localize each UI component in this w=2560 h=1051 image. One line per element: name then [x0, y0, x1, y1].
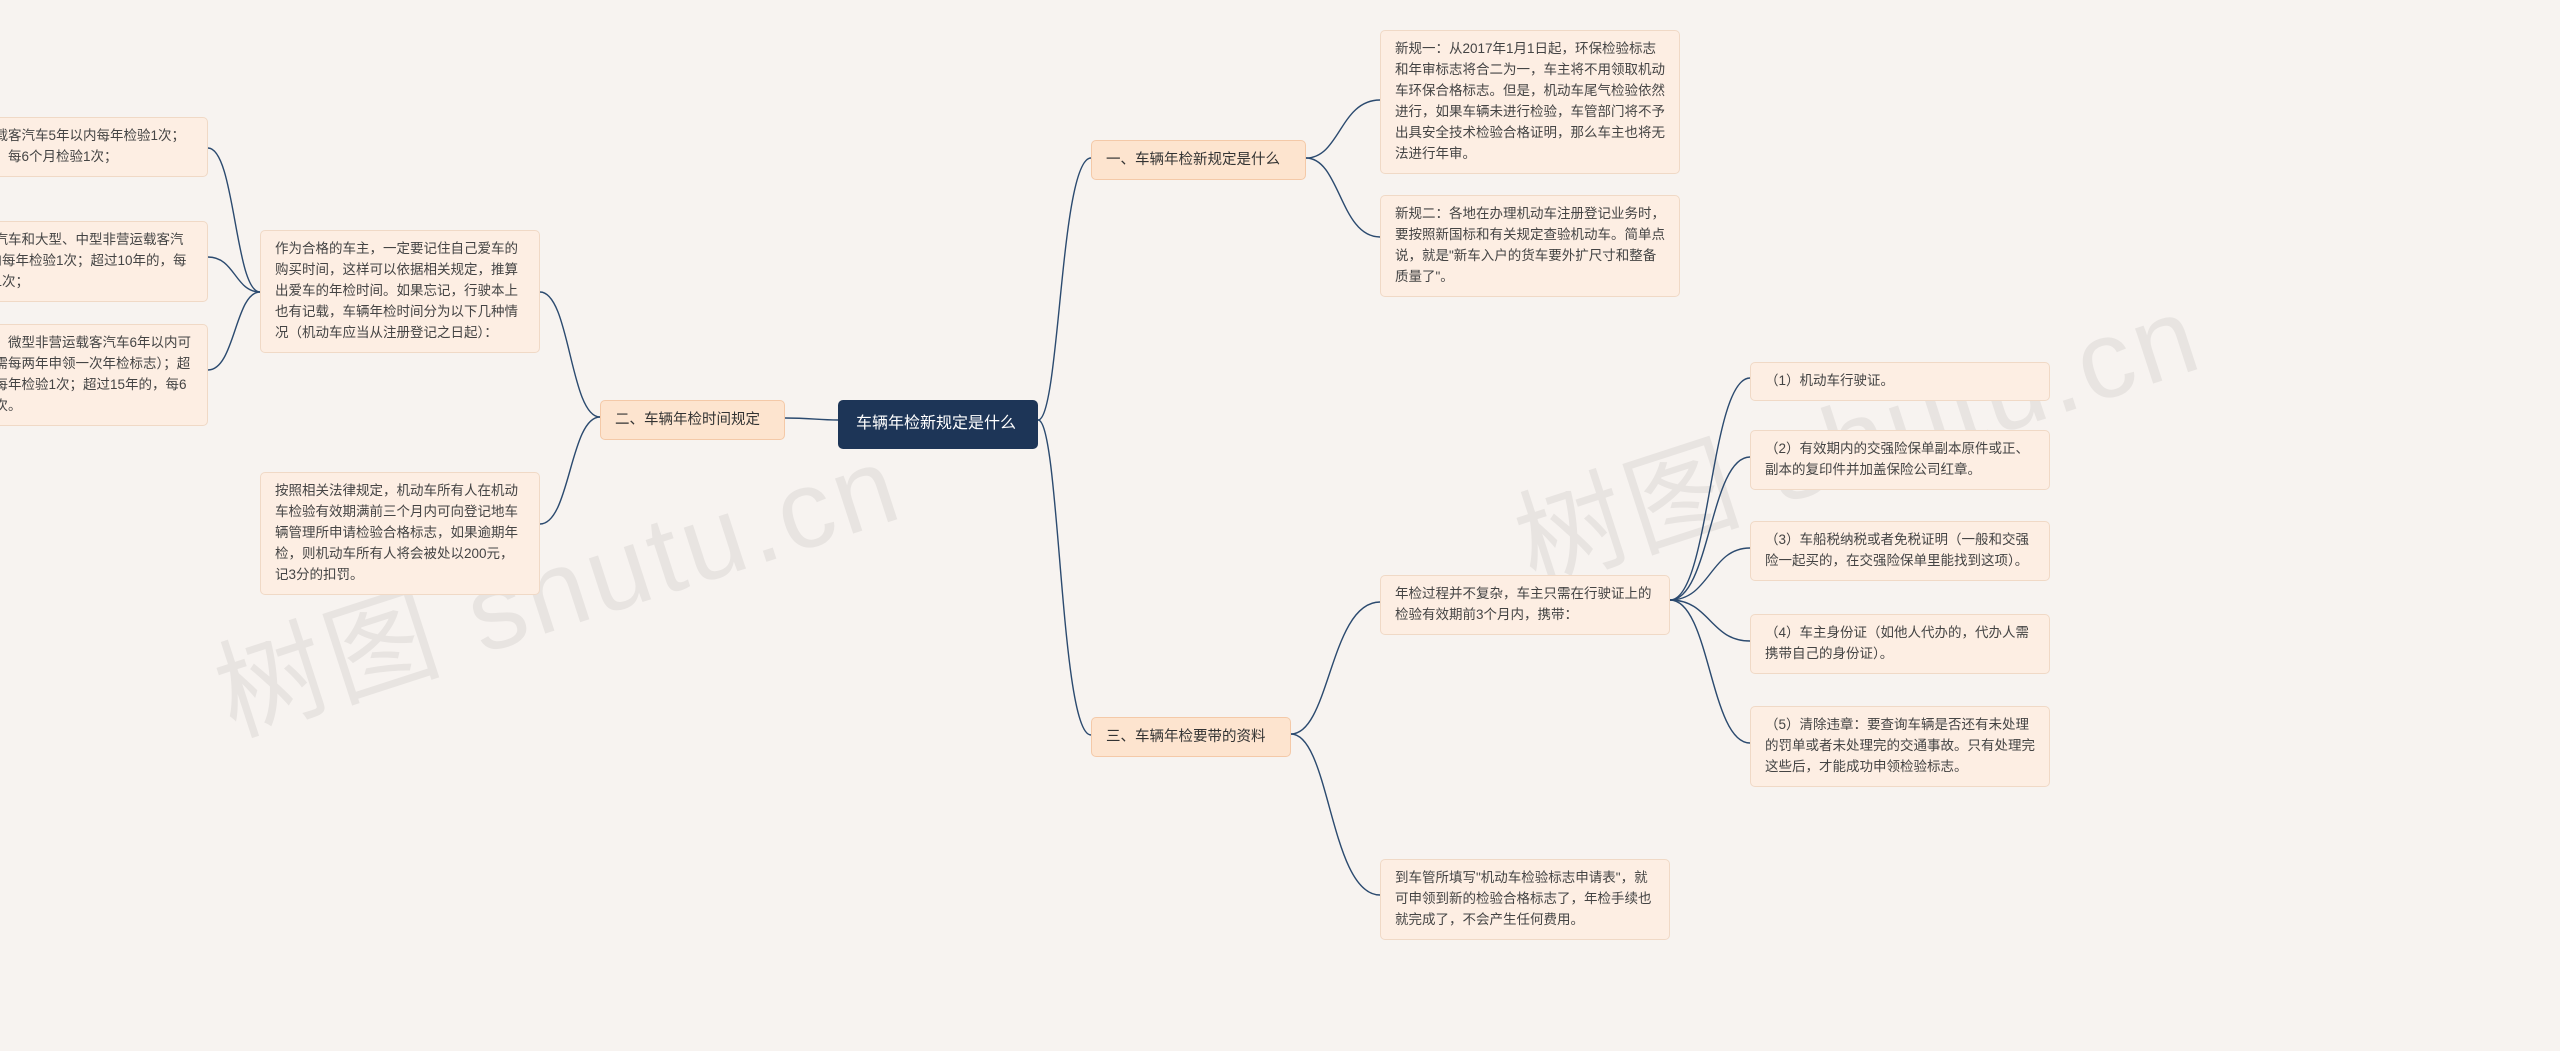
branch-2-child-1[interactable]: 作为合格的车主，一定要记住自己爱车的购买时间，这样可以依据相关规定，推算出爱车的… [260, 230, 540, 353]
branch-3[interactable]: 三、车辆年检要带的资料 [1091, 717, 1291, 757]
branch-2-child-1b[interactable]: （2）载货汽车和大型、中型非营运载客汽车10年以内每年检验1次；超过10年的，每… [0, 221, 208, 302]
branch-3-child-1c[interactable]: （3）车船税纳税或者免税证明（一般和交强险一起买的，在交强险保单里能找到这项）。 [1750, 521, 2050, 581]
branch-2-child-1a[interactable]: （1）营运载客汽车5年以内每年检验1次；超过5年的，每6个月检验1次； [0, 117, 208, 177]
branch-2-child-2[interactable]: 按照相关法律规定，机动车所有人在机动车检验有效期满前三个月内可向登记地车辆管理所… [260, 472, 540, 595]
branch-1-child-1[interactable]: 新规一：从2017年1月1日起，环保检验标志和年审标志将合二为一，车主将不用领取… [1380, 30, 1680, 174]
branch-1[interactable]: 一、车辆年检新规定是什么 [1091, 140, 1306, 180]
branch-3-child-2[interactable]: 到车管所填写"机动车检验标志申请表"，就可申领到新的检验合格标志了，年检手续也就… [1380, 859, 1670, 940]
branch-3-child-1b[interactable]: （2）有效期内的交强险保单副本原件或正、副本的复印件并加盖保险公司红章。 [1750, 430, 2050, 490]
branch-3-child-1a[interactable]: （1）机动车行驶证。 [1750, 362, 2050, 401]
branch-3-child-1e[interactable]: （5）清除违章：要查询车辆是否还有未处理的罚单或者未处理完的交通事故。只有处理完… [1750, 706, 2050, 787]
branch-2-child-1c[interactable]: （3）小型、微型非营运载客汽车6年以内可免检2次（需每两年申领一次年检标志）；超… [0, 324, 208, 426]
branch-3-child-1[interactable]: 年检过程并不复杂，车主只需在行驶证上的检验有效期前3个月内，携带： [1380, 575, 1670, 635]
branch-3-child-1d[interactable]: （4）车主身份证（如他人代办的，代办人需携带自己的身份证）。 [1750, 614, 2050, 674]
branch-1-child-2[interactable]: 新规二：各地在办理机动车注册登记业务时，要按照新国标和有关规定查验机动车。简单点… [1380, 195, 1680, 297]
mindmap-root[interactable]: 车辆年检新规定是什么 [838, 400, 1038, 449]
branch-2[interactable]: 二、车辆年检时间规定 [600, 400, 785, 440]
